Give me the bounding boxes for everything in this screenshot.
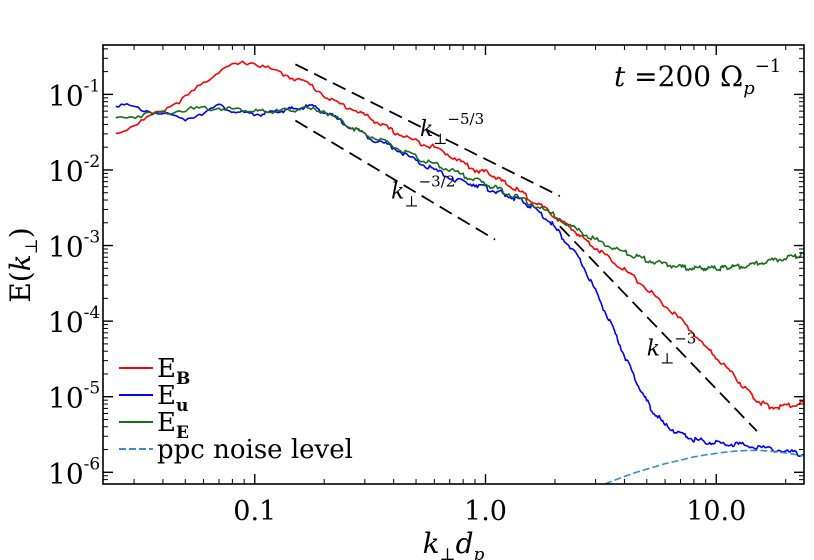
y-tick-label: 10-3 (48, 228, 100, 264)
y-tick-label: 10-5 (48, 379, 100, 415)
y-tick-label: 10-6 (48, 454, 100, 490)
legend-label-1: EB (157, 354, 190, 389)
x-axis-label: k⊥dp (423, 527, 485, 560)
y-tick-label: 10-1 (48, 76, 100, 112)
reference-line-1 (294, 63, 561, 197)
plot-frame (102, 44, 805, 485)
legend-label-2: Eu (157, 381, 188, 416)
annotation: t =200 Ωp−1 (614, 56, 781, 99)
reference-label-2: k⊥−3/2 (391, 172, 455, 210)
y-axis-label: E(k⊥) (4, 227, 42, 302)
y-tick-label: 10-4 (48, 303, 100, 339)
series-line-2 (115, 103, 804, 457)
legend-label-4: ppc noise level (157, 435, 353, 465)
reference-label-1: k⊥−5/3 (420, 110, 484, 148)
y-tick-label: 10-2 (48, 152, 100, 188)
series-line-4 (604, 449, 804, 484)
reference-label-3: k⊥−3 (647, 330, 697, 368)
axes: 0.1 1.0 10.0 10-1 10-2 10-3 10-4 10-5 10-6 k⊥dp E(… (4, 45, 804, 560)
reference-line-2 (294, 119, 496, 241)
series-line-1 (115, 60, 804, 410)
x-tick-label: 1.0 (464, 496, 507, 527)
series-layer (115, 60, 804, 484)
time-annotation: t =200 Ωp−1 (614, 56, 781, 99)
x-tick-label: 0.1 (233, 496, 276, 527)
reference-lines: k⊥−5/3 k⊥−3/2 k⊥−3 (294, 63, 758, 432)
reference-line-3 (559, 225, 758, 432)
legend-label-3: EE (157, 408, 189, 443)
series-line-3 (115, 105, 804, 272)
x-tick-label: 10.0 (686, 496, 746, 527)
